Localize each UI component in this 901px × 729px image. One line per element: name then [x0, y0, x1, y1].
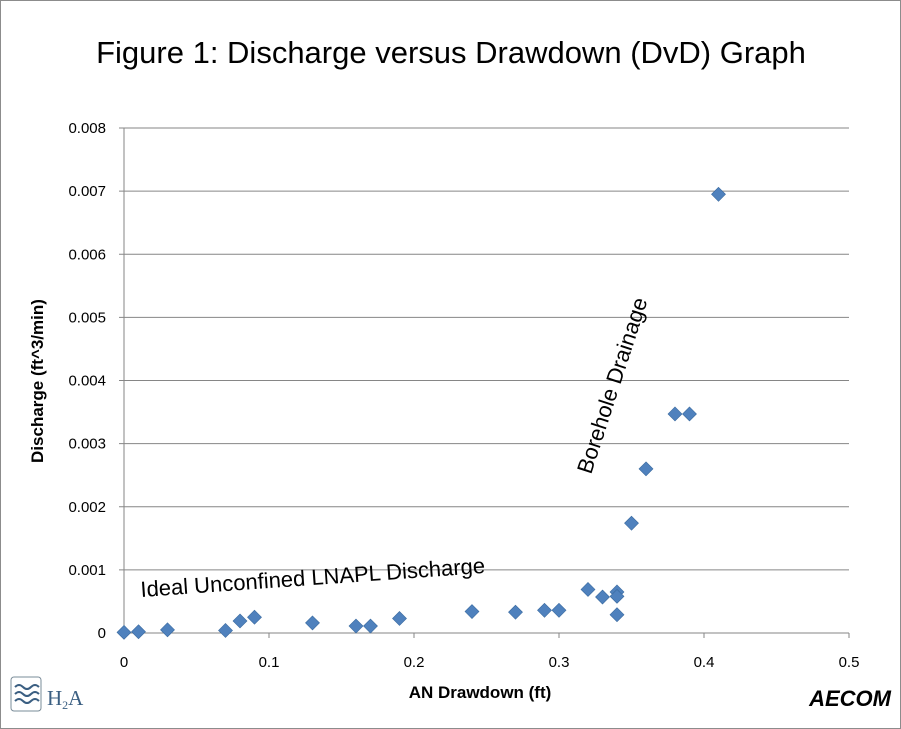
y-tick-label: 0: [98, 625, 106, 642]
y-tick-label: 0.005: [68, 309, 106, 326]
annotation-ideal-unconfined: Ideal Unconfined LNAPL Discharge: [140, 553, 486, 602]
data-point-marker: [116, 624, 132, 640]
data-point-marker: [508, 604, 523, 620]
y-tick-label: 0.004: [68, 373, 106, 390]
data-point-marker: [363, 618, 378, 634]
y-axis-label: Discharge (ft^3/min): [28, 299, 47, 463]
data-point-marker: [305, 615, 320, 631]
data-point-marker: [624, 515, 639, 531]
data-point-marker: [537, 602, 552, 618]
y-tick-label: 0.001: [68, 562, 106, 579]
data-point-marker: [595, 589, 610, 605]
data-point-marker: [580, 582, 596, 597]
x-tick-label: 0.3: [549, 654, 570, 671]
data-point-marker: [609, 588, 625, 604]
y-tick-labels: 0 0.001 0.002 0.003 0.004 0.005 0.006 0.007 0.00…: [68, 120, 106, 642]
annotation-borehole-drainage: Borehole Drainage: [572, 294, 652, 476]
x-tick-label: 0.1: [259, 654, 280, 671]
x-tick-label: 0.2: [404, 654, 425, 671]
x-tick-label: 0.5: [839, 654, 860, 671]
y-tick-label: 0.002: [68, 499, 106, 516]
data-point-marker: [464, 604, 480, 619]
x-tick-label: 0.4: [694, 654, 715, 671]
x-tick-label: 0: [120, 654, 128, 671]
data-point-marker: [638, 461, 654, 477]
h2a-logo-text: H2A: [47, 686, 84, 712]
data-point-marker: [131, 624, 146, 640]
data-point-marker: [247, 609, 262, 625]
y-tick-label: 0.003: [68, 436, 106, 453]
y-tick-label: 0.006: [68, 246, 106, 263]
h2a-wave-icon: [10, 676, 42, 712]
data-point-marker: [160, 622, 175, 638]
data-points: [116, 186, 726, 640]
x-tick-labels: 0 0.1 0.2 0.3 0.4 0.5: [120, 654, 860, 671]
data-point-marker: [218, 623, 233, 638]
h2a-logo: H2A: [10, 676, 84, 712]
data-point-marker: [667, 406, 683, 422]
data-point-marker: [551, 602, 567, 618]
y-tick-label: 0.007: [68, 183, 106, 200]
gridlines: [124, 127, 849, 571]
data-point-marker: [609, 607, 625, 623]
data-point-marker: [682, 406, 697, 422]
data-point-marker: [392, 611, 407, 626]
x-axis-label: AN Drawdown (ft): [409, 683, 552, 702]
chart-title: Figure 1: Discharge versus Drawdown (DvD…: [96, 35, 806, 70]
data-point-marker: [711, 186, 726, 202]
y-tick-label: 0.008: [68, 120, 106, 137]
axes: [119, 127, 850, 638]
data-point-marker: [348, 618, 364, 634]
data-point-marker: [232, 613, 248, 629]
aecom-logo: AECOM: [808, 686, 892, 711]
